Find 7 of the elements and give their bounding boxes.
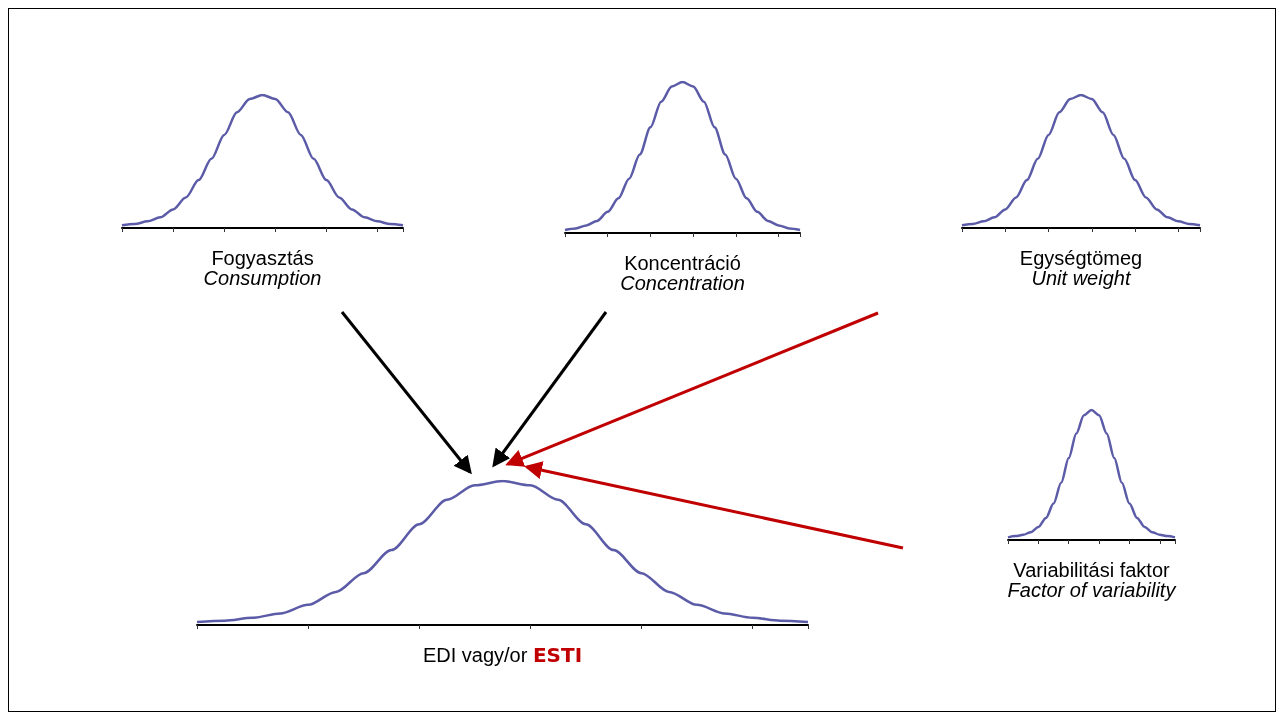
x-axis-title: Fogyasztás (211, 247, 314, 269)
x-axis-title: Variabilitási faktor (1013, 559, 1171, 581)
text: Factor of variability (1007, 579, 1177, 601)
text: Concentration (620, 272, 745, 294)
x-axis-title: Egységtömeg (1019, 247, 1143, 269)
x-axis-title: Koncentráció (624, 252, 741, 274)
x-axis-title: EDI vagy/or ESTI (422, 643, 583, 667)
